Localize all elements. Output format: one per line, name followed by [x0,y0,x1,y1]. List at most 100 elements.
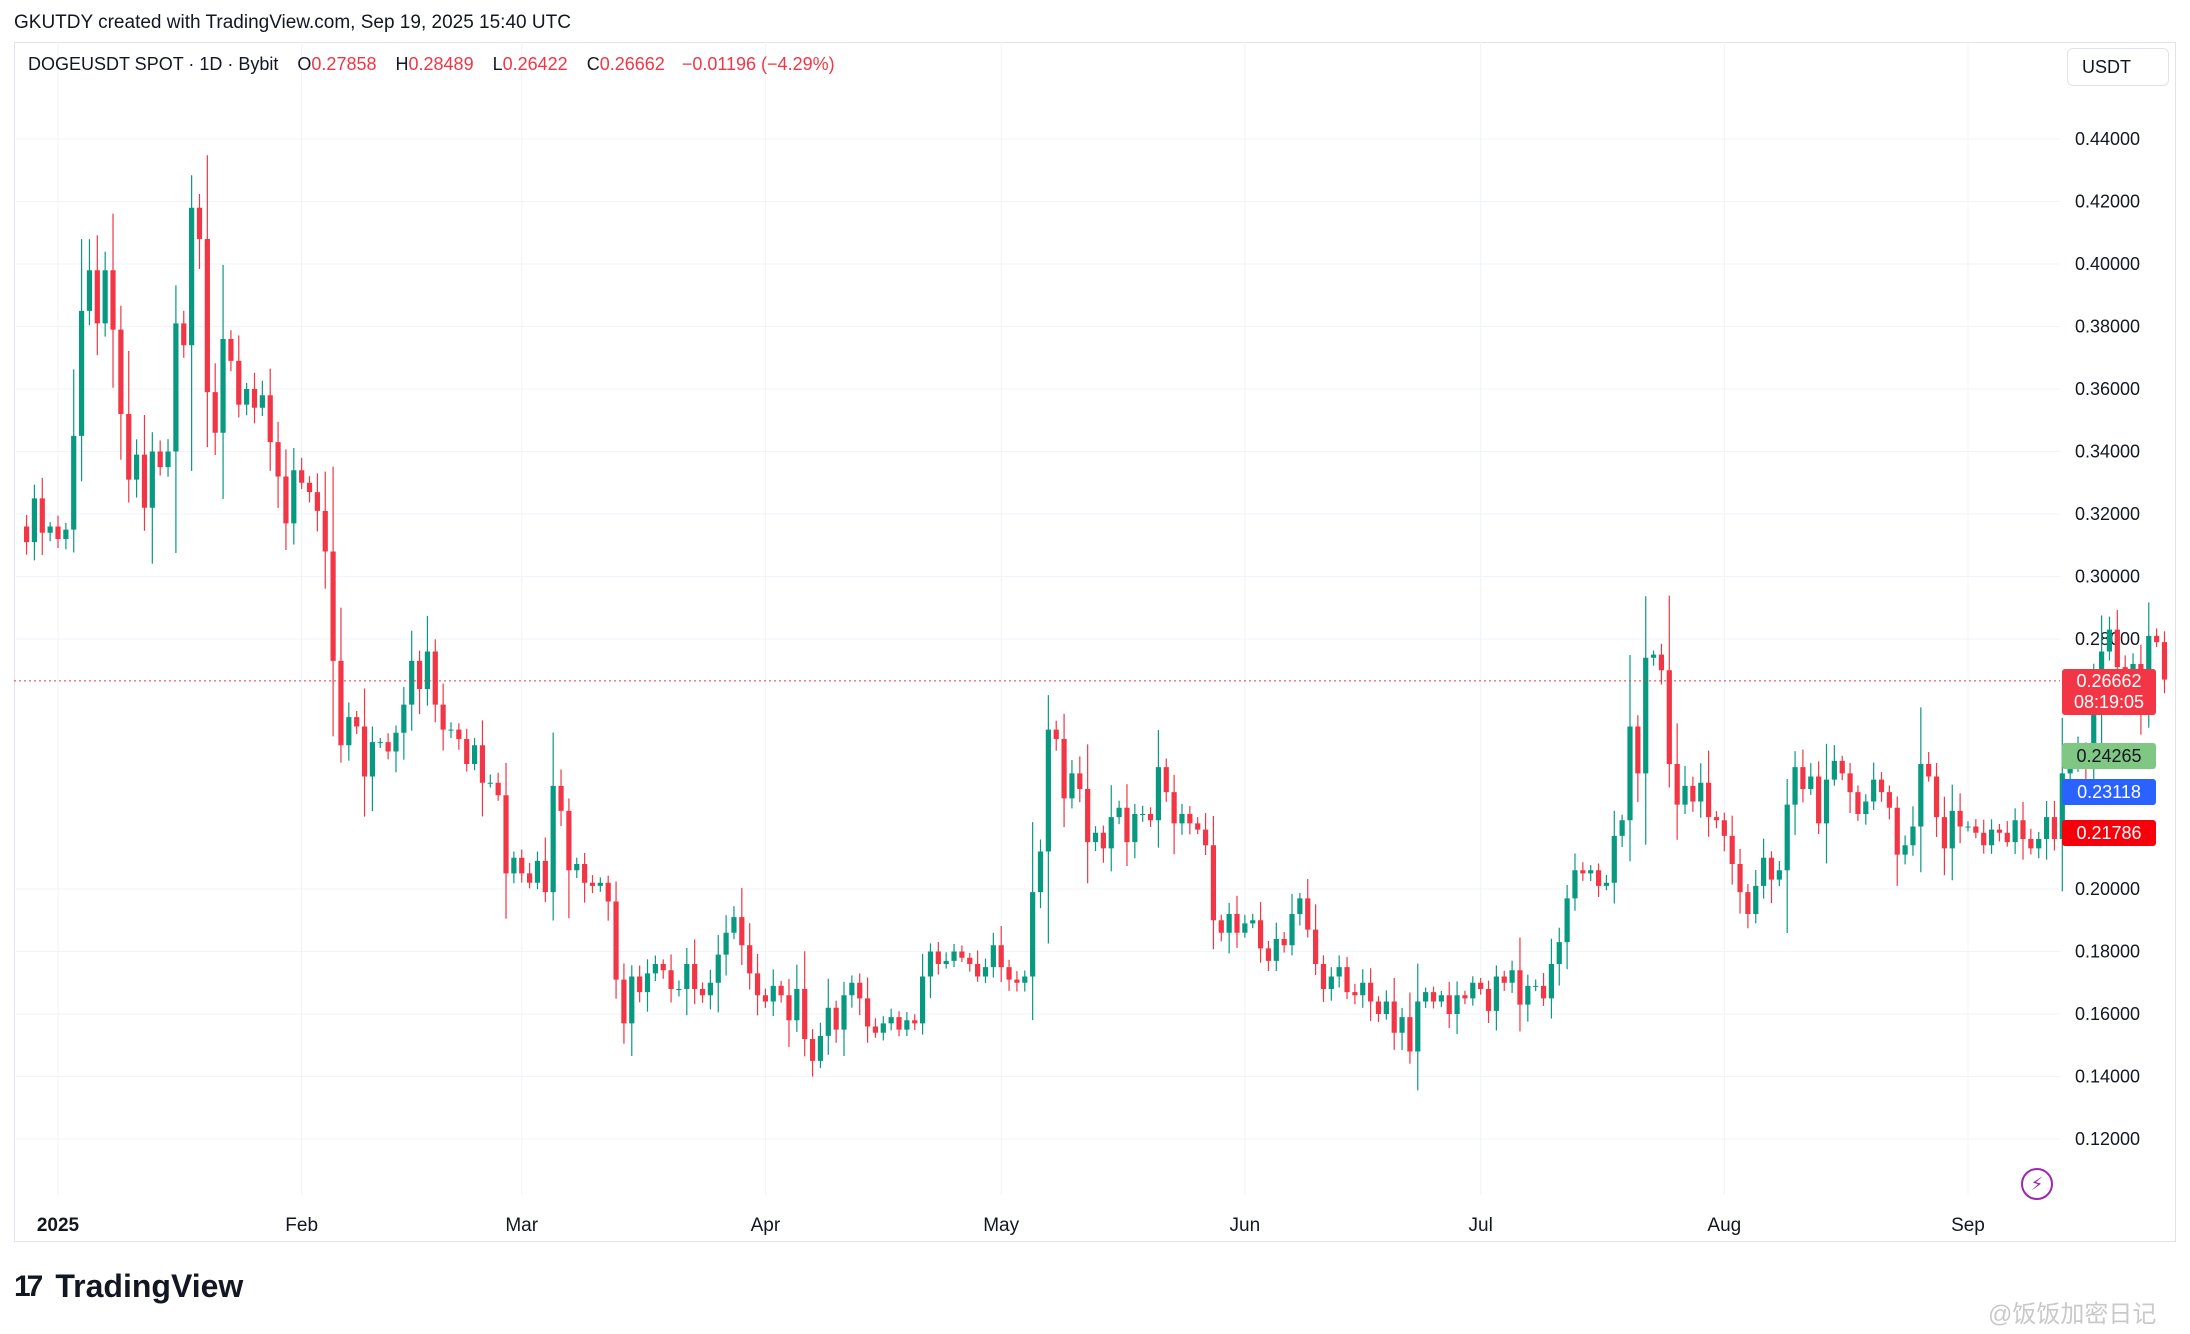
candle-body [841,995,847,1030]
candle-body [566,810,572,871]
currency-label: USDT [2082,56,2131,77]
currency-selector[interactable]: USDT [2067,48,2169,86]
candle-body [747,945,753,974]
candle-body [1336,967,1342,977]
candle-body [1053,729,1059,739]
candle-body [1462,995,1468,999]
candle-body [1147,814,1154,821]
candle-body [1910,826,1916,846]
candle-body [1069,773,1075,799]
candle-body [1627,726,1633,821]
candle-body [2114,629,2120,668]
candle-body [912,1020,918,1024]
candle-body [71,435,77,530]
candle-body [1540,985,1547,999]
candle-body [47,526,53,533]
candle-body [1603,882,1610,886]
candle-body [1501,976,1507,983]
candle-body [1902,845,1908,855]
candle-body [1517,970,1523,1005]
last-price-tag: 0.26662 08:19:05 [2062,669,2156,715]
candle-body [558,785,564,811]
y-tick-label: 0.12000 [2075,1129,2140,1149]
candle-body [519,857,525,874]
candle-body [1085,789,1091,843]
candle-body [1768,857,1775,880]
candle-body [982,967,989,977]
candle-body [637,976,643,993]
candle-body [1973,826,1979,833]
candle-body [1635,726,1641,774]
candle-body [102,270,108,324]
candle-body [1674,764,1680,805]
low-key: L [492,54,503,74]
candle-body [503,795,509,874]
y-tick-label: 0.36000 [2075,379,2140,399]
candle-body [1037,851,1044,893]
candle-body [1847,773,1853,793]
candle-body [401,704,407,733]
candle-body [1195,823,1201,830]
lightning-bolt-icon[interactable]: ⚡ [2021,1168,2053,1200]
candle-body [1863,801,1869,814]
candle-body [39,498,45,533]
candle-body [424,651,431,689]
y-tick-label: 0.34000 [2075,442,2140,462]
candle-body [762,995,768,1002]
candle-body [1721,820,1727,836]
candle-body [1116,807,1122,818]
candle-body [920,976,926,1024]
candle-body [707,982,713,996]
candle-body [228,339,234,361]
candle-body [2036,839,2042,849]
candle-body [369,742,375,777]
candle-body [1981,832,1987,846]
y-tick-label: 0.20000 [2075,879,2140,899]
symbol-legend: DOGEUSDT SPOT · 1D · Bybit O0.27858 H0.2… [28,54,835,75]
candle-body [2012,820,2018,843]
candle-body [1564,898,1570,943]
candle-body [1438,995,1444,1002]
candle-body [126,414,132,480]
low-value: 0.26422 [502,54,568,74]
open-value: 0.27858 [311,54,377,74]
x-tick-label: Aug [1707,1215,1741,1236]
candle-body [1423,992,1429,1002]
y-tick-label: 0.40000 [2075,254,2140,274]
candle-body [1415,1001,1421,1052]
candle-body [1210,845,1217,921]
candle-body [165,451,171,468]
candle-body [322,510,328,552]
candle-body [212,392,218,433]
candle-body [189,207,195,346]
candle-body [2059,773,2065,839]
candle-body [1478,982,1484,989]
candle-body [550,785,556,893]
candle-body [511,857,517,874]
candle-body [715,954,721,983]
candle-body [2004,832,2010,843]
symbol-name: DOGEUSDT SPOT · 1D · Bybit [28,54,279,74]
candle-body [739,917,745,946]
candle-body [1187,814,1193,824]
candle-body [723,932,729,955]
y-tick-label: 0.14000 [2075,1067,2140,1087]
candle-body [31,498,38,543]
candle-body [582,864,588,883]
candle-body [1281,939,1287,946]
candle-body [1831,760,1837,780]
attribution-header: GKUTDY created with TradingView.com, Sep… [14,12,571,33]
candle-body [1352,992,1358,996]
close-value: 0.26662 [599,54,665,74]
candle-body [267,395,273,443]
candle-body [55,526,61,539]
candle-body [314,492,320,511]
candle-body [149,451,155,508]
x-tick-label: Mar [505,1215,538,1236]
candle-body [1706,782,1712,818]
candle-body [1729,835,1735,864]
candle-body [141,454,148,508]
candle-body [754,973,761,996]
candle-body [1926,764,1932,777]
